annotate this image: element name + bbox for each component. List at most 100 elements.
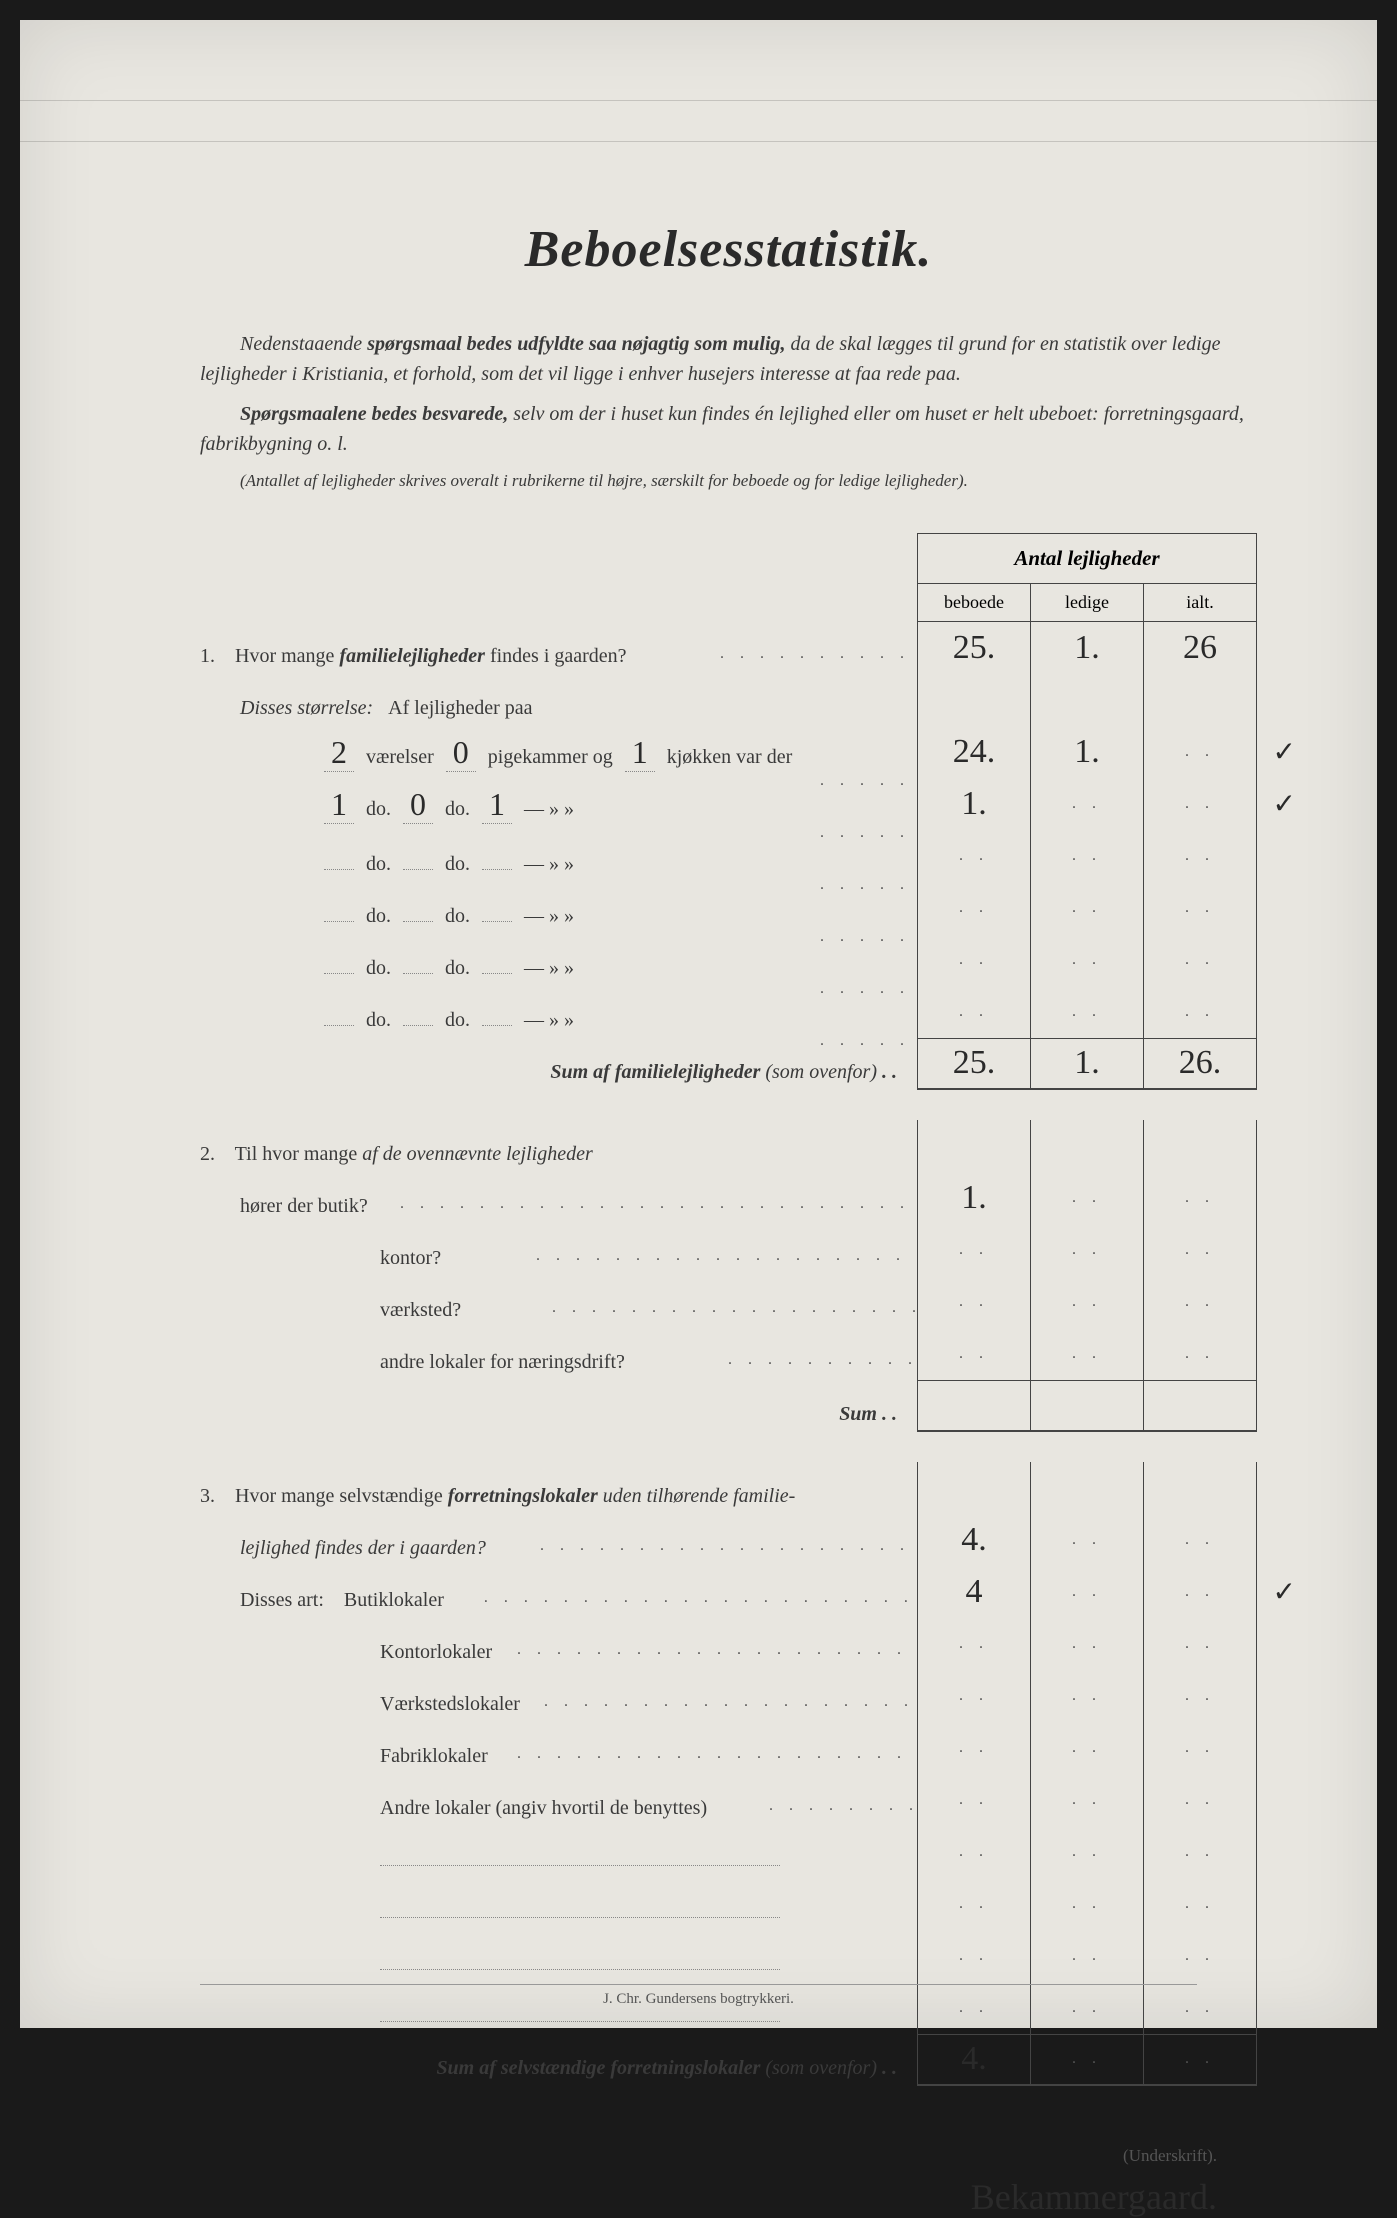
hw-vaerelser (324, 973, 354, 974)
hw-pigekammer: 0 (403, 786, 433, 824)
q1-c3: 26 (1144, 622, 1256, 674)
size-c3: . . (1144, 986, 1256, 1038)
q2-c3: . . (1144, 1276, 1256, 1328)
hw-kjokken: 1 (482, 786, 512, 824)
hw-pigekammer (403, 869, 433, 870)
col-ialt: ialt. (1144, 584, 1256, 621)
q3-row-label: Fabriklokaler (380, 1745, 488, 1767)
cols-title: Antal lejligheder (918, 534, 1256, 584)
blank-line (380, 1969, 780, 1970)
intro1-prefix: Nedenstaaende (240, 333, 367, 355)
hw-vaerelser (324, 1025, 354, 1026)
intro-paragraph-3: (Antallet af lejligheder skrives overalt… (200, 469, 1257, 493)
label-vaerelser: værelser (366, 746, 434, 769)
hw-kjokken (482, 869, 512, 870)
q3-row-label: Butiklokaler (344, 1589, 444, 1611)
size-row: do. do. — » » . . . . . . (200, 882, 1257, 934)
sum1-row: Sum af familielejligheder (som ovenfor) … (200, 1038, 1257, 1090)
intro-paragraph-1: Nedenstaaende spørgsmaal bedes udfyldte … (200, 329, 1257, 389)
q3-row: Kontorlokaler . . . . . . (200, 1618, 1257, 1670)
q2-c3: . . (1144, 1328, 1256, 1380)
q1-c1: 25. (918, 622, 1031, 674)
q3-c2: . . (1031, 1618, 1144, 1670)
hw-kjokken (482, 973, 512, 974)
label-pigekammer: do. (445, 957, 470, 980)
hw-pigekammer (403, 1025, 433, 1026)
q3-num: 3. (200, 1485, 230, 1508)
col-ledige: ledige (1031, 584, 1144, 621)
size-c2: . . (1031, 830, 1144, 882)
q2-header-row: 2. Til hvor mange af de ovennævnte lejli… (200, 1120, 1257, 1172)
size-row: do. do. — » » . . . . . . (200, 934, 1257, 986)
q1-sub: Disses størrelse: (240, 697, 373, 719)
sum1-c1: 25. (918, 1039, 1031, 1089)
sum1-c2: 1. (1031, 1039, 1144, 1089)
q2-c2: . . (1031, 1276, 1144, 1328)
blank-line (380, 1917, 780, 1918)
label-vaerelser: do. (366, 957, 391, 980)
size-c1: . . (918, 830, 1031, 882)
size-row: 1 do. 0 do. 1 — » » 1. . . . .✓ (200, 778, 1257, 830)
size-row: do. do. — » » . . . . . . (200, 830, 1257, 882)
hw-vaerelser (324, 869, 354, 870)
q2-text: Til hvor mange (235, 1143, 363, 1165)
q3-sub: Disses art: (240, 1589, 324, 1612)
check-icon: ✓ (1273, 787, 1296, 821)
q2-row: hører der butik? 1. . . . . (200, 1172, 1257, 1224)
q3-c3: . . (1144, 1774, 1256, 1826)
blank-row: . . . . . . (200, 1930, 1257, 1982)
q3-c1: 4 (918, 1566, 1031, 1618)
label-vaerelser: do. (366, 1009, 391, 1032)
sum3-paren: (som ovenfor) (765, 2057, 877, 2079)
q2-row: kontor? . . . . . . (200, 1224, 1257, 1276)
sum1-label: Sum af familielejligheder (550, 1061, 760, 1083)
q3-row2: lejlighed findes der i gaarden? 4. . . .… (200, 1514, 1257, 1566)
q2-c3: . . (1144, 1172, 1256, 1224)
sum3-label: Sum af selvstændige forretningslokaler (436, 2057, 760, 2079)
size-row: 2 værelser 0 pigekammer og 1 kjøkken var… (200, 726, 1257, 778)
q1-row: 1. Hvor mange familielejligheder findes … (200, 622, 1257, 674)
hw-kjokken (482, 921, 512, 922)
q1-c2: 1. (1031, 622, 1144, 674)
hw-kjokken: 1 (625, 734, 655, 772)
label-vaerelser: do. (366, 853, 391, 876)
q1-sub-rest: Af lejligheder paa (388, 697, 532, 719)
q2-c1: . . (918, 1328, 1031, 1380)
hw-pigekammer: 0 (446, 734, 476, 772)
footer-printer: J. Chr. Gundersens bogtrykkeri. (200, 1984, 1197, 2008)
q2-c1: . . (918, 1276, 1031, 1328)
q2-c1: . . (918, 1224, 1031, 1276)
q2-it: af de ovennævnte lejligheder (362, 1143, 592, 1165)
label-kjokken: — » » (524, 957, 574, 980)
q2-c2: . . (1031, 1172, 1144, 1224)
label-vaerelser: do. (366, 798, 391, 821)
check-icon: ✓ (1273, 1575, 1296, 1609)
hw-vaerelser: 2 (324, 734, 354, 772)
q3-bold: forretningslokaler (448, 1485, 598, 1507)
q3-row: Andre lokaler (angiv hvortil de benyttes… (200, 1774, 1257, 1826)
q3-c2: . . (1031, 1774, 1144, 1826)
q2-num: 2. (200, 1143, 230, 1166)
sum2-label: Sum (839, 1403, 877, 1425)
blank-line (380, 2021, 780, 2022)
hw-vaerelser (324, 921, 354, 922)
q3-rest: uden tilhørende familie- (598, 1485, 796, 1507)
label-kjokken: — » » (524, 905, 574, 928)
q3-text: Hvor mange selvstændige (235, 1485, 448, 1507)
size-c2: . . (1031, 986, 1144, 1038)
hw-vaerelser: 1 (324, 786, 354, 824)
q3-c3: . .✓ (1144, 1566, 1256, 1618)
size-c1: . . (918, 934, 1031, 986)
column-headers: Antal lejligheder beboede ledige ialt. (200, 533, 1257, 622)
sum1-paren: (som ovenfor) (765, 1061, 877, 1083)
blank-c1: . . (918, 1878, 1031, 1930)
size-c3: . . (1144, 934, 1256, 986)
q3-c2: . . (1031, 1722, 1144, 1774)
q2-row-label: værksted? (380, 1299, 461, 1321)
q3-row-label: Kontorlokaler (380, 1641, 492, 1663)
signature: Bekammergaard. (200, 2176, 1217, 2218)
q3-line2: lejlighed findes der i gaarden? (240, 1537, 486, 1559)
sum1-c3: 26. (1144, 1039, 1256, 1089)
label-kjokken: — » » (524, 853, 574, 876)
blank-line (380, 1865, 780, 1866)
